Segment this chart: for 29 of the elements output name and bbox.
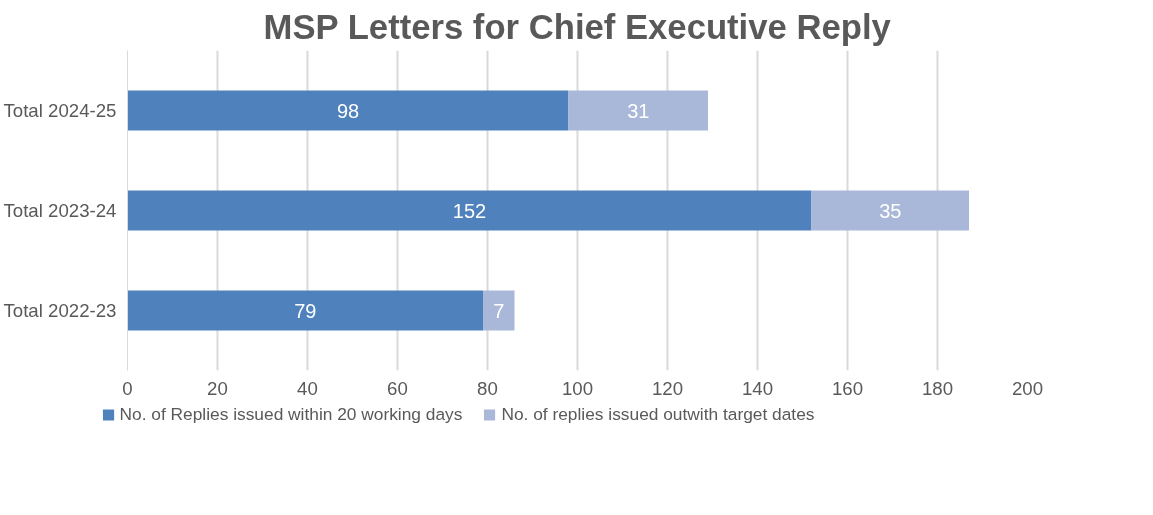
y-tick-label: Total 2024-25 [3, 100, 117, 121]
data-label: 79 [294, 299, 317, 322]
bar [483, 290, 515, 331]
data-label: 7 [493, 299, 505, 322]
chart-title: MSP Letters for Chief Executive Reply [263, 7, 892, 46]
x-tick-label: 40 [297, 377, 318, 399]
y-tick-label: Total 2022-23 [3, 300, 117, 321]
x-tick-label: 80 [477, 377, 498, 399]
x-tick-label: 120 [651, 377, 684, 399]
data-label: 31 [627, 99, 650, 122]
x-tick-label: 200 [1011, 377, 1044, 399]
x-tick-label: 160 [831, 377, 864, 399]
x-tick-label: 180 [921, 377, 954, 399]
legend-label: No. of replies issued outwith target dates [501, 403, 815, 425]
bar [127, 190, 812, 231]
x-tick-label: 0 [122, 377, 133, 399]
data-label: 152 [452, 199, 487, 222]
data-label: 35 [879, 199, 902, 222]
data-label: 98 [336, 99, 360, 122]
y-tick-label: Total 2023-24 [3, 200, 117, 221]
bar [127, 90, 569, 131]
x-tick-label: 60 [387, 377, 408, 399]
bar [811, 190, 969, 231]
legend-label: No. of Replies issued within 20 working days [119, 403, 463, 425]
x-tick-label: 20 [207, 377, 228, 399]
bar [127, 290, 483, 331]
x-tick-label: 140 [741, 377, 774, 399]
bar [568, 90, 708, 131]
x-tick-label: 100 [561, 377, 594, 399]
